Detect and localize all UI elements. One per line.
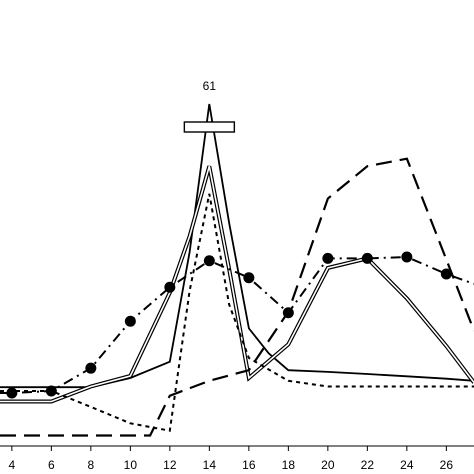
- series-circle-marker: [124, 315, 136, 327]
- series-double-line-outer: [0, 165, 474, 404]
- series-circle-marker: [6, 387, 18, 399]
- peak-value-label: 61: [203, 79, 217, 93]
- x-tick-label: 14: [203, 458, 217, 472]
- x-tick-label: 10: [124, 458, 138, 472]
- series-circle-marker: [203, 255, 215, 267]
- x-tick-label: 4: [9, 458, 16, 472]
- x-tick-label: 26: [440, 458, 454, 472]
- x-tick-label: 22: [361, 458, 375, 472]
- series-double-line-inner: [0, 165, 474, 403]
- x-tick-label: 6: [48, 458, 55, 472]
- series-circle-marker: [322, 252, 334, 264]
- series-circle-marker: [401, 251, 413, 263]
- x-tick-label: 12: [163, 458, 177, 472]
- axis-break-box: [183, 121, 236, 133]
- series-circle-marker: [85, 362, 97, 374]
- x-tick-label: 16: [242, 458, 256, 472]
- series-circle-marker: [361, 252, 373, 264]
- series-dotted-line: [0, 193, 474, 432]
- series-circle-marker: [440, 268, 452, 280]
- series-circle-marker: [164, 281, 176, 293]
- series-dash-dot-line: [0, 255, 474, 394]
- x-tick-label: 20: [321, 458, 335, 472]
- series-circle-marker: [243, 272, 255, 284]
- x-tick-label: 18: [282, 458, 296, 472]
- x-tick-label: 24: [400, 458, 414, 472]
- x-tick-label: 8: [88, 458, 95, 472]
- series-solid-line: [0, 103, 474, 389]
